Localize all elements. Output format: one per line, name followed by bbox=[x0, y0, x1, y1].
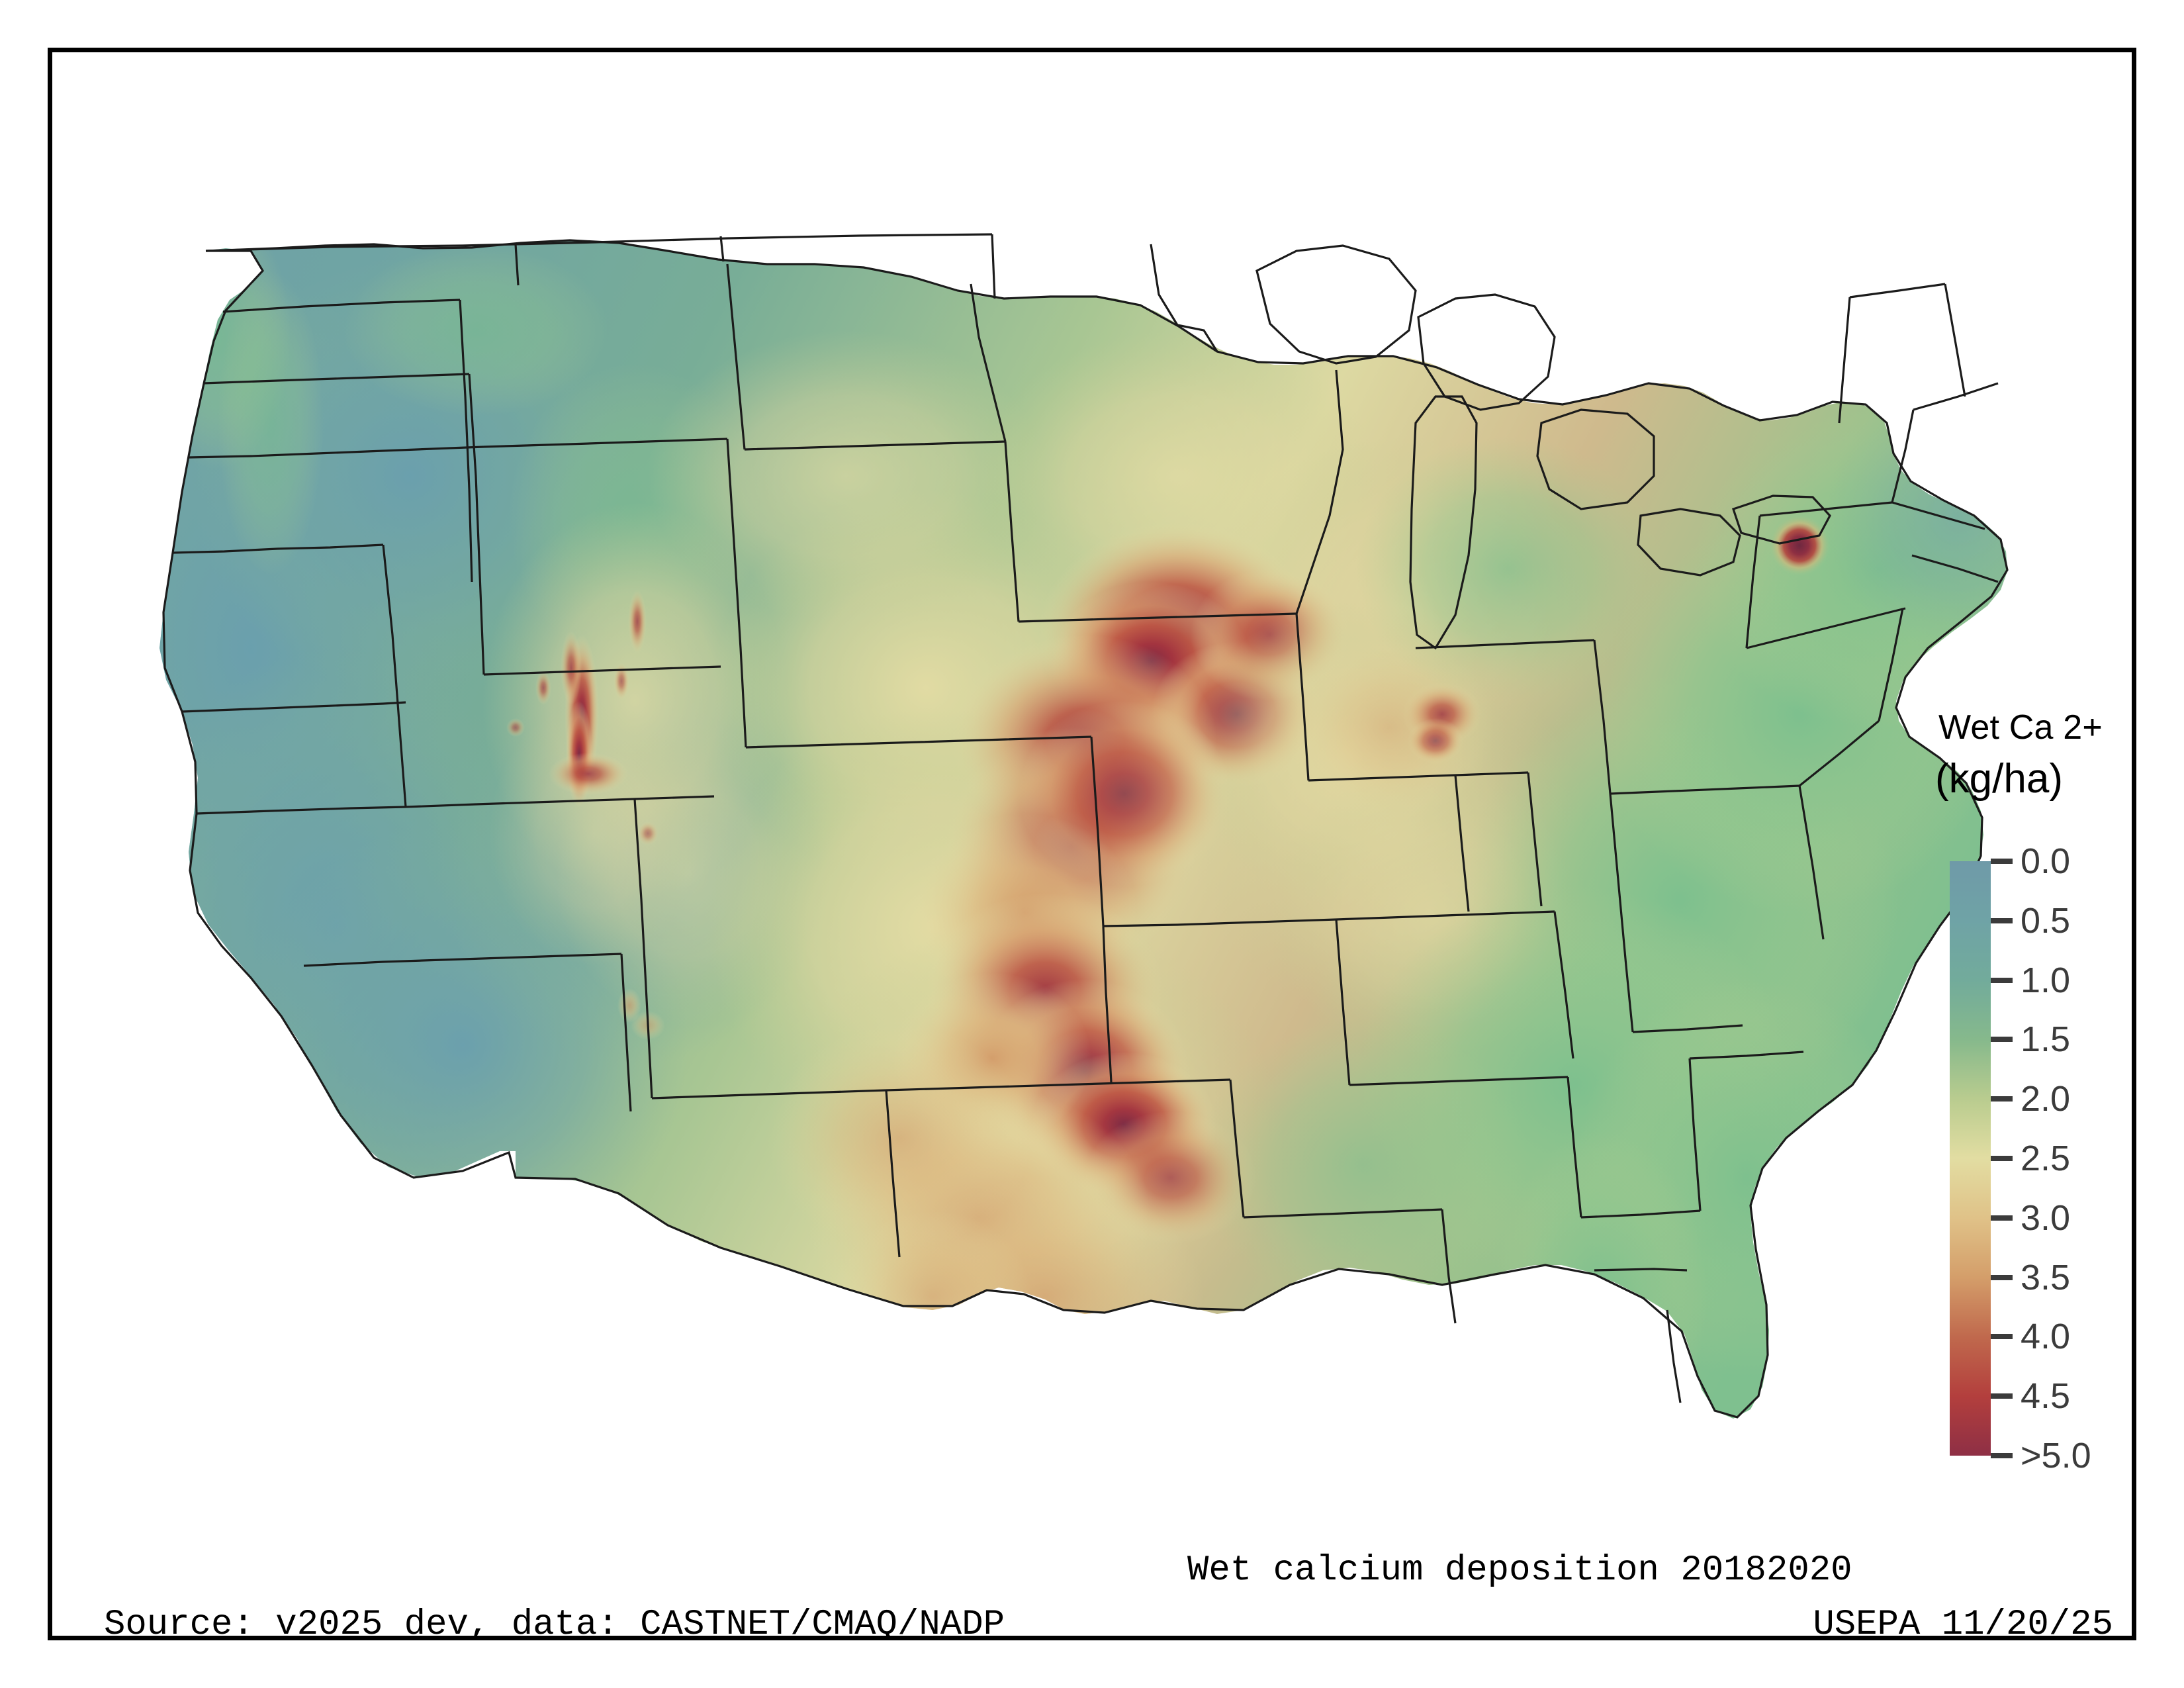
deposition-field bbox=[159, 240, 2007, 1419]
colorbar-tick-label: >5.0 bbox=[2021, 1436, 2091, 1476]
colorbar-tick bbox=[1991, 1393, 2013, 1399]
colorbar-tick bbox=[1991, 1096, 2013, 1102]
agency-date-line: USEPA 11/20/25 bbox=[1813, 1605, 2113, 1645]
colorbar-ticks: 0.0 0.5 1.0 1.5 2.0 2.5 3.0 3.5 4.0 4.5 >5.0 bbox=[1991, 843, 2183, 1474]
colorbar-tick-label: 0.0 bbox=[2021, 841, 2071, 881]
colorbar-tick bbox=[1991, 977, 2013, 983]
colorbar-tick-label: 3.5 bbox=[2021, 1257, 2071, 1297]
colorbar-legend: Wet Ca 2+ (kg/ha) bbox=[1902, 708, 2184, 1476]
map-plot-area bbox=[52, 52, 2141, 1495]
colorbar-tick-label: 1.5 bbox=[2021, 1019, 2071, 1060]
figure-frame: Wet Ca 2+ (kg/ha) bbox=[48, 48, 2136, 1645]
colorbar-tick-label: 4.0 bbox=[2021, 1317, 2071, 1357]
deposition-map bbox=[159, 233, 2009, 1419]
colorbar-tick bbox=[1991, 1215, 2013, 1221]
state-boundaries bbox=[162, 233, 2009, 1419]
colorbar-tick bbox=[1991, 1274, 2013, 1280]
colorbar-tick-label: 1.0 bbox=[2021, 960, 2071, 1000]
colorbar-tick-label: 4.5 bbox=[2021, 1376, 2071, 1417]
colorbar-units: (kg/ha) bbox=[1935, 756, 2063, 802]
colorbar-title: Wet Ca 2+ bbox=[1938, 708, 2103, 747]
source-line: Source: v2025_dev, data: CASTNET/CMAQ/NA… bbox=[104, 1605, 1005, 1645]
colorbar-tick-label: 2.5 bbox=[2021, 1139, 2071, 1178]
figure-title: Wet calcium deposition 20182020 bbox=[1187, 1550, 1852, 1591]
colorbar-tick bbox=[1991, 1453, 2013, 1458]
colorbar-gradient bbox=[1950, 861, 1991, 1456]
colorbar-tick-label: 3.0 bbox=[2021, 1197, 2071, 1238]
colorbar-tick-label: 0.5 bbox=[2021, 900, 2071, 941]
colorbar-tick-label: 2.0 bbox=[2021, 1079, 2071, 1119]
colorbar-tick bbox=[1991, 1334, 2013, 1340]
colorbar-tick bbox=[1991, 1156, 2013, 1161]
colorbar-tick bbox=[1991, 859, 2013, 864]
colorbar-tick bbox=[1991, 1037, 2013, 1043]
colorbar-tick bbox=[1991, 917, 2013, 923]
